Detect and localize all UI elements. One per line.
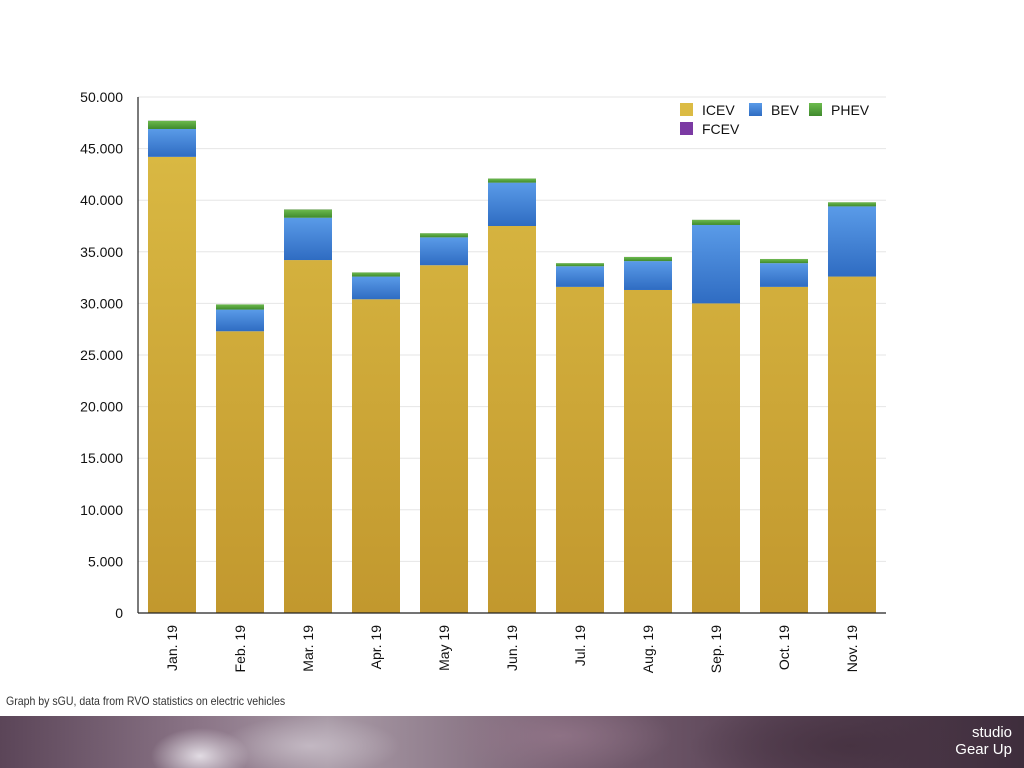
y-tick-label: 40.000	[80, 192, 123, 208]
bar-segment-icev	[692, 303, 740, 613]
x-tick-label: Feb. 19	[232, 625, 248, 673]
x-tick-label: Aug. 19	[640, 625, 656, 673]
bar-segment-icev	[556, 286, 604, 613]
bar-segment-phev	[148, 120, 196, 129]
y-tick-label: 35.000	[80, 244, 123, 260]
bar-segment-icev	[488, 226, 536, 613]
bar-segment-phev	[352, 272, 400, 277]
bar-segment-icev	[284, 260, 332, 613]
x-tick-label: Sep. 19	[708, 625, 724, 673]
bar-segment-bev	[760, 263, 808, 287]
x-tick-label: Mar. 19	[300, 625, 316, 672]
legend-swatch-icev	[680, 103, 693, 116]
bar-segment-phev	[284, 209, 332, 218]
bar-segment-bev	[692, 224, 740, 304]
legend-label-icev: ICEV	[702, 102, 735, 118]
x-tick-label: Oct. 19	[776, 625, 792, 670]
bar-segment-icev	[760, 286, 808, 613]
x-tick-label: Jul. 19	[572, 625, 588, 666]
bar-segment-phev	[692, 219, 740, 225]
bar-segment-icev	[624, 289, 672, 613]
legend-swatch-fcev	[680, 122, 693, 135]
legend-label-phev: PHEV	[831, 102, 870, 118]
bar-segment-bev	[284, 217, 332, 261]
chart-caption: Graph by sGU, data from RVO statistics o…	[6, 694, 286, 708]
x-tick-label: Jun. 19	[504, 625, 520, 671]
bar-segment-icev	[420, 265, 468, 613]
x-tick-label: Apr. 19	[368, 625, 384, 670]
bar-segment-bev	[556, 266, 604, 287]
y-tick-label: 20.000	[80, 399, 123, 415]
y-tick-label: 50.000	[80, 89, 123, 105]
bar-segment-phev	[760, 259, 808, 264]
legend-label-bev: BEV	[771, 102, 800, 118]
bar-segment-icev	[352, 299, 400, 613]
x-tick-label: Nov. 19	[844, 625, 860, 672]
bar-segment-bev	[352, 276, 400, 300]
bar-segment-phev	[420, 233, 468, 238]
bar-segment-bev	[488, 182, 536, 226]
bar-segment-bev	[420, 237, 468, 266]
legend-label-fcev: FCEV	[702, 121, 740, 137]
bar-segment-bev	[828, 206, 876, 277]
x-tick-label: May 19	[436, 625, 452, 671]
bar-segment-icev	[148, 156, 196, 613]
bar-segment-phev	[624, 256, 672, 262]
bar-segment-bev	[148, 128, 196, 157]
y-tick-label: 10.000	[80, 502, 123, 518]
legend-swatch-bev	[749, 103, 762, 116]
bar-segment-icev	[828, 276, 876, 613]
bar-segment-phev	[828, 202, 876, 207]
stacked-bar-chart: 0 5.000 10.000 15.000 20.000 25.000 30.000 35.0…	[80, 89, 886, 673]
y-tick-label: 30.000	[80, 295, 123, 311]
bar-segment-phev	[488, 178, 536, 183]
x-tick-label: Jan. 19	[164, 625, 180, 671]
bar-segment-bev	[216, 309, 264, 332]
brand-logo: studio Gear Up	[955, 724, 1012, 758]
y-tick-label: 15.000	[80, 450, 123, 466]
footer-banner-image	[0, 716, 1024, 768]
y-tick-label: 25.000	[80, 347, 123, 363]
legend-swatch-phev	[809, 103, 822, 116]
bar-segment-phev	[556, 263, 604, 267]
y-tick-label: 45.000	[80, 141, 123, 157]
bar-segment-icev	[216, 331, 264, 613]
brand-line-2: Gear Up	[955, 741, 1012, 758]
brand-line-1: studio	[971, 724, 1012, 741]
bar-segment-phev	[216, 304, 264, 310]
bar-segment-bev	[624, 261, 672, 290]
y-tick-label: 0	[115, 605, 123, 621]
y-tick-label: 5.000	[88, 553, 123, 569]
